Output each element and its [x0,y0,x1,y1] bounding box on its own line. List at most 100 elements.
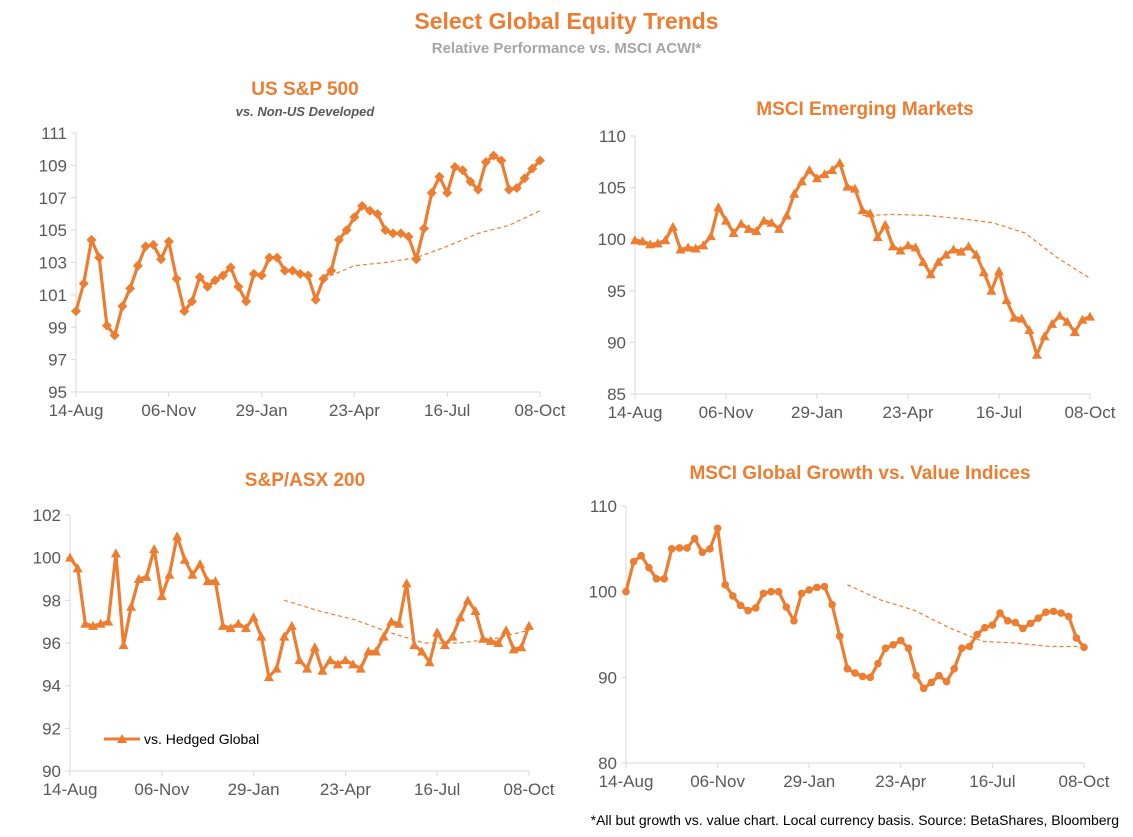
main-title: Select Global Equity Trends [414,8,719,34]
data-point-triangle [348,659,359,669]
data-point-circle [736,601,745,610]
data-point-circle [965,642,974,651]
data-point-triangle [880,219,891,229]
data-point-diamond [310,294,321,305]
series-line [634,161,1091,357]
data-point-diamond [132,260,143,271]
data-point-diamond [403,231,414,242]
data-point-triangle [72,563,83,573]
x-tick-label: 08-Oct [1058,772,1109,791]
data-point-triangle [774,223,785,233]
data-point-circle [935,671,943,680]
data-point-diamond [535,155,545,166]
data-point-diamond [426,187,437,198]
data-point-triangle [1054,310,1065,320]
panel-title-em: MSCI Emerging Markets [756,99,974,120]
y-tick-label: 85 [607,385,626,404]
x-tick-label: 23-Apr [875,772,926,791]
data-point-triangle [956,246,967,256]
y-tick-label: 95 [607,282,626,301]
data-point-circle [897,636,905,645]
data-point-triangle [195,559,206,569]
data-point-circle [843,664,852,673]
y-tick-label: 109 [39,156,67,175]
data-point-diamond [380,225,391,236]
data-point-triangle [1047,318,1058,328]
x-tick-label: 29-Jan [791,403,843,422]
y-tick-label: 110 [599,127,626,146]
data-point-triangle [705,231,716,241]
data-point-triangle [978,267,989,277]
data-point-triangle [103,616,114,626]
data-point-triangle [501,625,512,635]
data-point-diamond [140,241,151,252]
x-tick-label: 16-Jul [424,401,470,420]
data-point-circle [1080,643,1088,652]
data-point-diamond [341,225,352,236]
data-point-diamond [372,208,383,219]
data-point-triangle [690,243,701,253]
footer-note: *All but growth vs. value chart. Local c… [590,812,1119,828]
data-point-triangle [637,236,648,246]
data-point-triangle [95,618,106,628]
data-point-triangle [948,244,959,254]
data-point-triangle [164,569,175,579]
data-point-triangle [1009,312,1020,322]
data-point-circle [1011,618,1020,627]
data-point-triangle [225,623,236,633]
data-point-circle [660,575,668,583]
data-point-triangle [971,249,982,259]
data-point-triangle [263,672,274,682]
data-point-diamond [465,176,476,187]
data-point-diamond [449,161,460,172]
data-point-circle [1049,607,1058,616]
x-tick-label: 14-Aug [608,403,663,422]
data-point-circle [820,582,829,591]
data-point-triangle [279,631,290,641]
data-point-triangle [857,205,868,215]
data-point-diamond [295,268,306,279]
data-point-triangle [386,616,397,626]
y-tick-label: 99 [48,318,67,337]
data-point-triangle [378,631,389,641]
data-point-circle [1042,608,1050,617]
data-point-triangle [766,217,777,227]
data-point-diamond [272,252,283,263]
data-point-triangle [485,635,496,645]
y-tick-label: 98 [42,591,61,610]
y-tick-label: 100 [33,549,61,568]
data-point-triangle [667,221,678,231]
data-point-triangle [462,595,473,605]
data-point-triangle [645,239,656,249]
data-point-circle [904,644,913,653]
data-point-triangle [363,646,374,656]
y-tick-label: 105 [598,179,626,198]
x-tick-label: 14-Aug [599,772,654,791]
data-point-circle [645,563,653,572]
data-point-circle [996,609,1004,617]
data-point-circle [668,545,676,553]
y-tick-label: 111 [41,124,67,143]
data-point-diamond [303,270,313,281]
data-point-diamond [395,228,406,239]
data-point-circle [950,664,959,673]
data-point-circle [813,583,821,592]
data-point-circle [942,677,951,686]
data-point-triangle [789,188,800,198]
data-point-diamond [179,306,190,317]
data-point-diamond [442,187,453,198]
x-tick-label: 06-Nov [134,780,189,799]
data-point-circle [874,659,882,668]
data-point-circle [1026,619,1035,628]
data-point-diamond [349,212,360,223]
x-tick-label: 16-Jul [969,772,1015,791]
data-point-diamond [248,268,259,279]
data-point-triangle [903,240,913,250]
data-point-diamond [419,223,429,234]
y-tick-label: 90 [42,762,61,781]
data-point-diamond [125,283,136,294]
data-point-diamond [264,252,275,263]
y-tick-label: 105 [39,221,67,240]
data-point-triangle [834,157,845,167]
y-tick-label: 103 [39,254,67,273]
